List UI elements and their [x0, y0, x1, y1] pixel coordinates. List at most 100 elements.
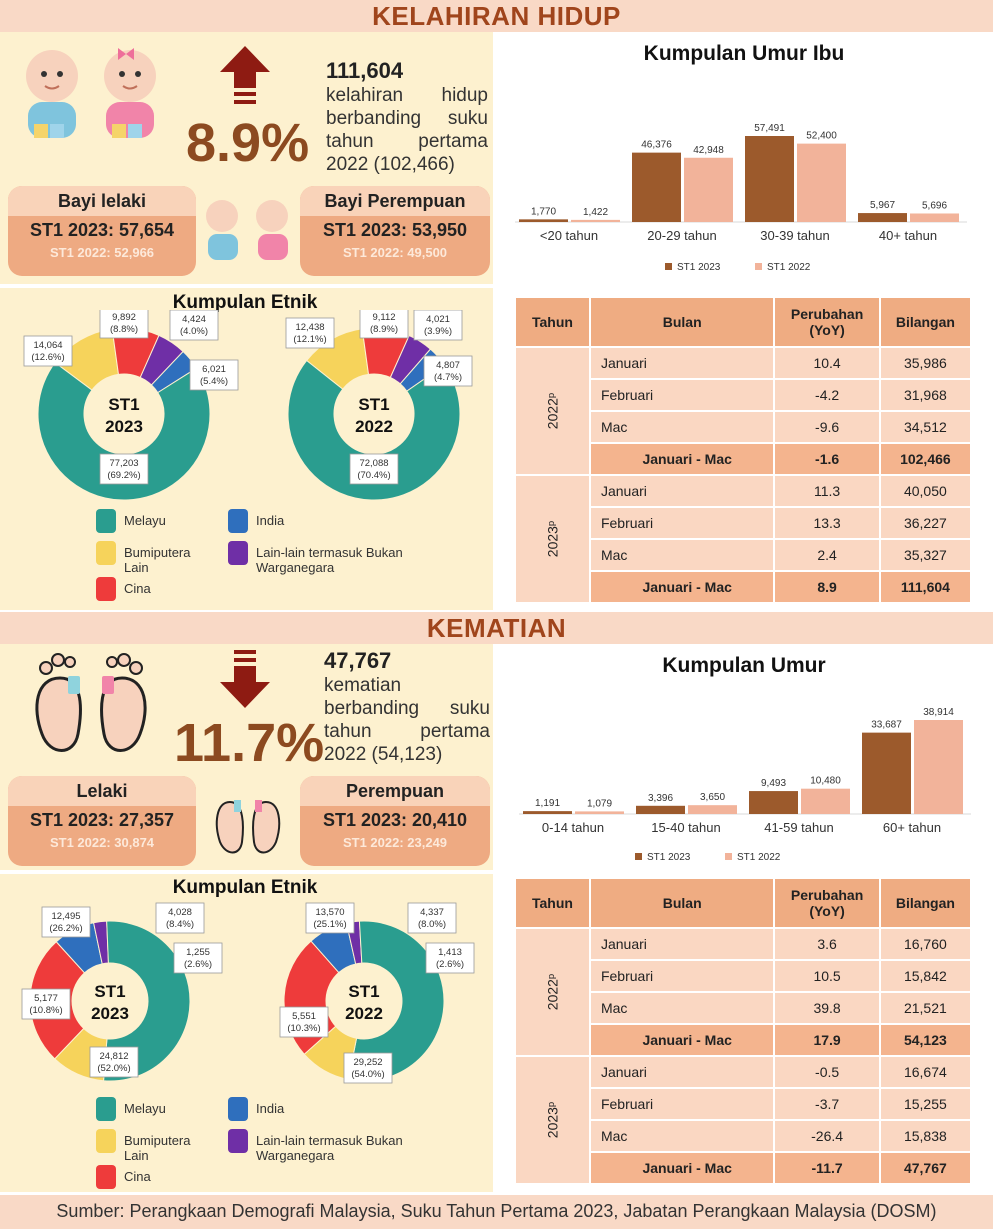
slice-data-label: 1,413 — [438, 947, 462, 958]
births-ethnic-donut-2022: ST1 2022 72,088(70.4%) 12,438(12.1%) 9,112(8… — [285, 310, 473, 501]
deaths-age-bar-chart: 1,191 1,079 0-14 tahun 3,396 3,650 15-40 tahu… — [519, 707, 971, 863]
legend-swatch — [96, 1129, 116, 1153]
count-cell: 16,674 — [880, 1057, 970, 1087]
table-header-cell: Perubahan (YoY) — [775, 298, 879, 346]
legend-swatch — [96, 577, 116, 601]
slice-data-label: (8.8%) — [110, 324, 138, 335]
month-cell: Januari — [590, 348, 774, 378]
donut-slice-melayu — [103, 920, 191, 1082]
callout-box — [155, 902, 205, 934]
legend-label: ST1 2023 — [677, 262, 721, 273]
yoy-cell: -9.6 — [775, 412, 879, 442]
month-cell: Januari - Mac — [590, 1153, 774, 1183]
slice-data-label: 4,807 — [436, 360, 460, 371]
count-cell: 40,050 — [880, 476, 970, 506]
card-sub-value: ST1 2022: 23,249 — [342, 835, 448, 850]
count-cell: 47,767 — [880, 1153, 970, 1183]
count-cell: 31,968 — [880, 380, 970, 410]
donut-center-label: 2023 — [105, 417, 143, 436]
callout-box — [89, 1046, 139, 1078]
bar-st1-2022 — [914, 720, 963, 814]
slice-data-label: 9,892 — [112, 312, 136, 323]
callout-box — [21, 988, 71, 1020]
deaths-description: kematian berbanding suku tahun pertama 2… — [324, 675, 490, 765]
deaths-total-count: 47,767 — [324, 648, 392, 673]
table-row: 2022ᵖ Januari 10.4 35,986 — [516, 348, 970, 474]
table-row: Februari -4.2 31,968 — [516, 380, 970, 410]
bar-data-label: 46,376 — [641, 140, 672, 151]
mother-age-bar-chart: 1,770 1,422 <20 tahun 46,376 42,948 20-29 tah… — [515, 123, 967, 273]
yoy-cell: 3.6 — [775, 929, 879, 959]
yoy-cell: 17.9 — [775, 1025, 879, 1055]
bar-st1-2023 — [858, 213, 907, 222]
feet-icon — [35, 653, 147, 752]
donut-center-label: ST1 — [94, 982, 125, 1001]
slice-data-label: (8.4%) — [166, 919, 194, 930]
table-row: Mac -9.6 34,512 — [516, 412, 970, 442]
table-row: Januari - Mac 17.9 54,123 — [516, 1025, 970, 1055]
slice-data-label: (2.6%) — [184, 959, 212, 970]
donut-center-label: 2023 — [91, 1004, 129, 1023]
legend-swatch — [665, 263, 672, 270]
x-tick-label: <20 tahun — [540, 228, 598, 243]
slice-data-label: (3.9%) — [424, 326, 452, 337]
deaths-ethnic-donut-2022: ST1202229,252(54.0%)5,551(10.3%)13,570(2… — [279, 902, 475, 1084]
slice-data-label: 4,424 — [182, 314, 206, 325]
yoy-cell: -26.4 — [775, 1121, 879, 1151]
table-row: Februari 13.3 36,227 — [516, 508, 970, 538]
table-row: 2023ᵖ Januari 11.3 40,050 — [516, 476, 970, 602]
table-header-cell: Bulan — [590, 298, 774, 346]
callout-box — [305, 902, 355, 934]
table-header-cell: Tahun — [516, 879, 589, 927]
donut-slice-melayu — [37, 361, 211, 501]
bar-data-label: 42,948 — [693, 145, 724, 156]
count-cell: 15,255 — [880, 1089, 970, 1119]
month-cell: Februari — [590, 380, 774, 410]
bar-st1-2023 — [523, 811, 572, 814]
year-cell: 2023ᵖ — [516, 1057, 589, 1183]
month-cell: Januari - Mac — [590, 444, 774, 474]
yoy-cell: 13.3 — [775, 508, 879, 538]
legend-label: Melayu — [124, 1101, 166, 1116]
slice-data-label: (8.9%) — [370, 324, 398, 335]
bar-st1-2022 — [575, 811, 624, 814]
table-row: Januari - Mac -1.6 102,466 — [516, 444, 970, 474]
month-cell: Februari — [590, 961, 774, 991]
births-ethnic-donut-2023: ST1 2023 77,203(69.2%) 14,064(12.6%) 9,892(8… — [23, 310, 239, 501]
bar-data-label: 10,480 — [810, 776, 841, 787]
yoy-cell: -3.7 — [775, 1089, 879, 1119]
callout-box — [99, 453, 149, 485]
slice-data-label: 12,495 — [51, 911, 80, 922]
bar-data-label: 1,422 — [583, 207, 608, 218]
slice-data-label: (2.6%) — [436, 959, 464, 970]
legend-label: Cina — [124, 1169, 151, 1184]
births-ethnic-title: Kumpulan Etnik — [172, 292, 318, 313]
legend-swatch — [635, 853, 642, 860]
bar-st1-2023 — [632, 152, 681, 222]
card-sub-value: ST1 2022: 52,966 — [49, 245, 155, 260]
year-cell: 2022ᵖ — [516, 348, 589, 474]
callout-box — [23, 335, 73, 367]
legend-swatch — [228, 509, 248, 533]
card-header: Bayi lelaki — [8, 186, 196, 216]
card-baby-girl: Bayi Perempuan ST1 2023: 53,950 ST1 2022… — [300, 186, 490, 276]
bar-st1-2023 — [862, 732, 911, 814]
deaths-banner: KEMATIAN — [0, 612, 993, 644]
slice-data-label: (69.2%) — [107, 470, 140, 481]
x-tick-label: 30-39 tahun — [760, 228, 829, 243]
callout-box — [279, 1006, 329, 1038]
yoy-cell: 39.8 — [775, 993, 879, 1023]
x-tick-label: 40+ tahun — [879, 228, 937, 243]
slice-data-label: (10.8%) — [29, 1005, 62, 1016]
deaths-ethnic-title: Kumpulan Etnik — [172, 877, 318, 898]
slice-data-label: (25.1%) — [313, 919, 346, 930]
x-tick-label: 0-14 tahun — [542, 820, 604, 835]
bar-data-label: 1,191 — [535, 798, 560, 809]
donut-slice-melayu — [287, 359, 461, 501]
count-cell: 15,842 — [880, 961, 970, 991]
table-header-cell: Bilangan — [880, 298, 970, 346]
table-header-cell: Bilangan — [880, 879, 970, 927]
callout-box — [189, 359, 239, 391]
callout-box — [41, 906, 91, 938]
births-total-count: 111,604 — [326, 58, 404, 83]
